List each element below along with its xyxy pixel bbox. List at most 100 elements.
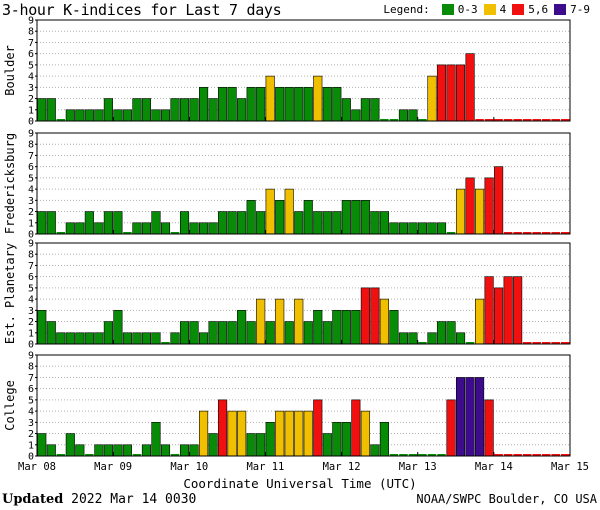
- k-bar-empty: [503, 454, 513, 456]
- k-bar: [360, 410, 370, 457]
- k-bar-empty: [551, 119, 560, 121]
- k-bar: [199, 332, 209, 345]
- k-bar: [46, 321, 56, 345]
- k-bar: [94, 222, 104, 235]
- y-tick-label: 1: [28, 105, 34, 116]
- k-bar: [122, 444, 132, 457]
- k-bar: [275, 87, 285, 122]
- k-bar: [513, 276, 523, 345]
- k-bar-empty: [494, 454, 503, 456]
- k-bar: [65, 109, 75, 122]
- k-bar: [199, 87, 209, 122]
- y-tick-label: 8: [28, 27, 34, 38]
- y-tick-label: 0: [28, 117, 34, 128]
- k-bar: [141, 98, 152, 122]
- panel-label: College: [3, 380, 17, 431]
- k-bar: [284, 87, 294, 122]
- k-bar: [455, 64, 466, 122]
- k-bar: [199, 410, 209, 457]
- k-bar-empty: [475, 119, 484, 121]
- k-bar: [398, 109, 408, 122]
- panel-label: Fredericksburg: [3, 133, 17, 234]
- k-bar: [475, 188, 485, 235]
- k-bar: [341, 422, 351, 457]
- y-tick-label: 4: [28, 295, 34, 306]
- legend-entry-0-3: 0-3: [457, 3, 478, 16]
- legend-swatch-4: [483, 4, 496, 15]
- k-bar-empty: [503, 119, 513, 121]
- k-bar: [417, 222, 428, 235]
- k-bar: [208, 222, 218, 235]
- panel-frame: [36, 132, 571, 235]
- k-bar: [256, 298, 266, 345]
- k-bar: [189, 98, 199, 122]
- x-tick-label: Mar 14: [475, 461, 513, 473]
- k-bar: [94, 332, 104, 345]
- k-bar-zero: [418, 342, 427, 344]
- k-bar-zero: [408, 454, 418, 456]
- k-bar: [75, 332, 85, 345]
- k-bar: [427, 222, 437, 235]
- k-bar: [122, 109, 132, 122]
- k-bar: [160, 444, 171, 457]
- k-bar-empty: [551, 454, 560, 456]
- k-bar: [436, 64, 447, 122]
- k-bar: [494, 287, 504, 345]
- x-tick-label: Mar 11: [246, 461, 284, 473]
- k-bar-empty: [522, 232, 532, 234]
- k-bar-empty: [532, 119, 541, 121]
- k-bar: [237, 410, 247, 457]
- k-bar-zero: [427, 454, 437, 456]
- k-bar: [227, 410, 237, 457]
- k-bar-zero: [465, 342, 475, 344]
- k-bar: [227, 321, 237, 345]
- k-bar: [322, 321, 332, 345]
- y-tick-label: 8: [28, 250, 34, 261]
- k-bar: [360, 98, 370, 122]
- k-bar: [351, 109, 361, 122]
- k-bar-empty: [541, 232, 551, 234]
- k-bar-empty: [522, 342, 532, 344]
- k-bar: [398, 332, 408, 345]
- k-bar: [37, 310, 47, 345]
- k-bar: [84, 332, 94, 345]
- k-bar: [265, 188, 275, 235]
- y-tick-label: 0: [28, 452, 34, 463]
- k-bar: [398, 222, 408, 235]
- k-bar: [189, 444, 199, 457]
- y-tick-label: 1: [28, 218, 34, 229]
- k-bar: [46, 211, 56, 235]
- k-bar: [341, 98, 351, 122]
- y-tick-label: 2: [28, 317, 34, 328]
- k-bar: [56, 332, 66, 345]
- updated-label: Updated: [2, 492, 64, 507]
- k-bar-empty: [560, 119, 570, 121]
- k-bar: [75, 109, 85, 122]
- legend-swatch-0-3: [441, 4, 454, 15]
- k-bar: [170, 98, 180, 122]
- k-bar: [218, 321, 228, 345]
- y-tick-label: 3: [28, 306, 34, 317]
- k-bar: [170, 332, 180, 345]
- k-bar: [284, 410, 294, 457]
- k-bar: [275, 200, 285, 235]
- k-bar: [275, 298, 285, 345]
- k-bar: [484, 399, 494, 457]
- y-tick-label: 9: [28, 129, 34, 140]
- k-bar: [389, 222, 399, 235]
- k-bar: [303, 87, 313, 122]
- y-tick-label: 0: [28, 340, 34, 351]
- y-tick-label: 6: [28, 272, 34, 283]
- y-tick-label: 5: [28, 283, 34, 294]
- k-bar: [322, 211, 332, 235]
- k-bar: [370, 287, 380, 345]
- y-tick-label: 6: [28, 49, 34, 60]
- legend-swatch-7-9: [554, 4, 567, 15]
- k-bar: [132, 222, 142, 235]
- k-bar-zero: [389, 454, 399, 456]
- k-bar: [84, 109, 94, 122]
- y-tick-label: 7: [28, 151, 34, 162]
- k-bar: [113, 211, 123, 235]
- k-bar: [256, 87, 266, 122]
